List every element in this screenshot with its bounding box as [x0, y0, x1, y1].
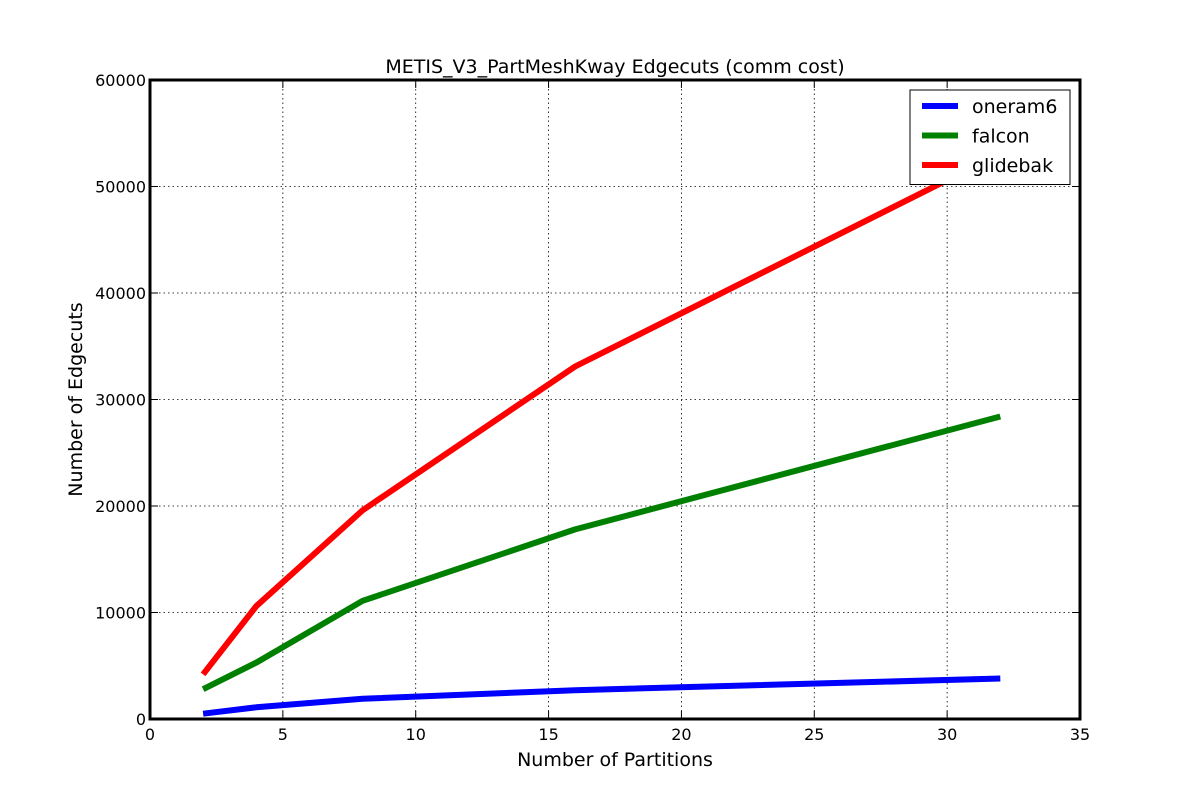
y-tick-label: 10000	[95, 604, 146, 623]
legend-label-glidebak: glidebak	[972, 155, 1053, 177]
x-tick-label: 25	[804, 725, 824, 744]
series-line-oneram6	[202, 675, 1001, 717]
legend-label-falcon: falcon	[972, 126, 1030, 148]
x-tick-label: 0	[145, 725, 155, 744]
series-line-glidebak	[200, 150, 1002, 677]
x-tick-label: 30	[937, 725, 957, 744]
x-axis-label: Number of Partitions	[517, 749, 713, 771]
y-tick-label: 0	[136, 710, 146, 729]
y-tick-label: 30000	[95, 391, 146, 410]
y-tick-label: 50000	[95, 178, 146, 197]
y-tick-label: 20000	[95, 497, 146, 516]
x-tick-label: 20	[671, 725, 691, 744]
x-tick-label: 35	[1070, 725, 1090, 744]
y-tick-label: 60000	[95, 71, 146, 90]
series-line-falcon	[201, 413, 1002, 692]
y-tick-label: 40000	[95, 284, 146, 303]
series-group	[200, 150, 1002, 717]
y-axis-label: Number of Edgecuts	[65, 302, 87, 496]
grid	[150, 80, 1080, 719]
x-tick-label: 5	[278, 725, 288, 744]
ticks	[149, 79, 1081, 720]
tick-labels: 0 5 10 15 20 25 30 35 0 10000 20000 30000 40000 50000…	[95, 71, 1090, 744]
legend: oneram6 falcon glidebak	[909, 89, 1071, 185]
x-tick-label: 15	[538, 725, 558, 744]
x-tick-label: 10	[406, 725, 426, 744]
chart-title: METIS_V3_PartMeshKway Edgecuts (comm cos…	[385, 56, 844, 78]
legend-label-oneram6: oneram6	[972, 96, 1057, 118]
